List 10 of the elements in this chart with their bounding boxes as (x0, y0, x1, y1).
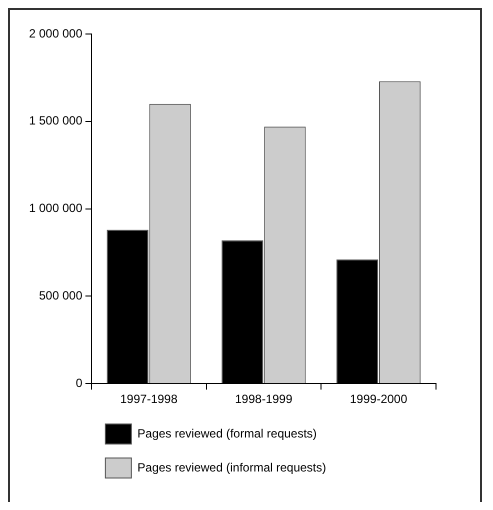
y-tick-label: 0 (76, 376, 83, 390)
x-tick-label: 1999-2000 (350, 392, 408, 406)
x-tick-label: 1997-1998 (120, 392, 178, 406)
y-tick-label: 1 500 000 (28, 114, 83, 128)
x-tick-label: 1998-1999 (234, 392, 293, 406)
y-tick-label: 2 000 000 (28, 26, 83, 40)
legend-label: Pages reviewed (informal requests) (137, 460, 326, 474)
y-tick-label: 1 000 000 (28, 201, 83, 216)
legend-label: Pages reviewed (formal requests) (137, 426, 317, 440)
y-tick-label: 500 000 (38, 288, 83, 303)
